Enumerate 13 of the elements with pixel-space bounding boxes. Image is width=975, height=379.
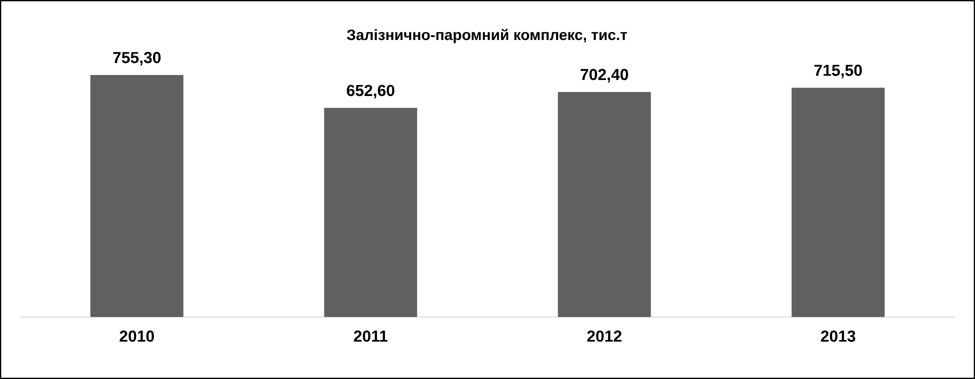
data-label: 715,50	[814, 64, 862, 78]
data-label: 652,60	[346, 84, 394, 98]
data-label: 702,40	[580, 68, 628, 82]
x-tick-label: 2010	[120, 330, 154, 342]
x-tick-label: 2012	[587, 330, 622, 342]
bar	[90, 75, 184, 317]
x-tick-label: 2011	[354, 330, 388, 342]
chart-title: Залізнично-паромний комплекс, тис.т	[346, 28, 628, 44]
bar	[792, 88, 885, 317]
data-label: 755,30	[113, 52, 161, 66]
x-tick-label: 2013	[820, 330, 856, 342]
bar	[558, 92, 651, 317]
bar	[324, 108, 418, 317]
